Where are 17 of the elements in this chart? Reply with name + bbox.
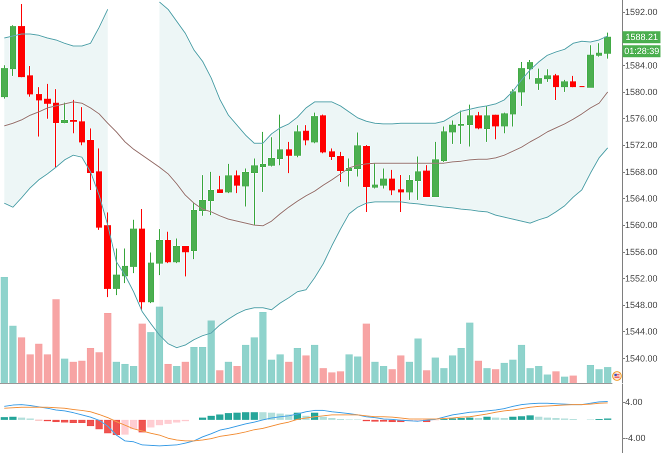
y-tick-label: 1548.00 [625, 300, 658, 310]
y-tick-label: 1568.00 [625, 166, 658, 177]
y-tick-label: 4.00 [625, 396, 643, 407]
text: 01:28:39 [624, 46, 660, 56]
y-tick-label: 1564.00 [625, 193, 658, 204]
y-tick-label: 1540.00 [625, 353, 658, 364]
y-tick-label: 1592.00 [625, 6, 658, 17]
y-tick-label: 1556.00 [625, 246, 658, 257]
y-tick-label: 1572.00 [625, 140, 658, 150]
y-tick-label: 1552.00 [625, 273, 658, 284]
y-tick-label: 1560.00 [625, 220, 658, 230]
y-tick-label: 1580.00 [625, 86, 658, 97]
y-tick-label: -4.00 [625, 432, 646, 443]
y-tick-label: 1584.00 [625, 60, 658, 70]
y-tick-label: 1544.00 [625, 326, 658, 337]
text: 1588.21 [625, 32, 658, 42]
y-tick-label: 1576.00 [625, 114, 658, 124]
